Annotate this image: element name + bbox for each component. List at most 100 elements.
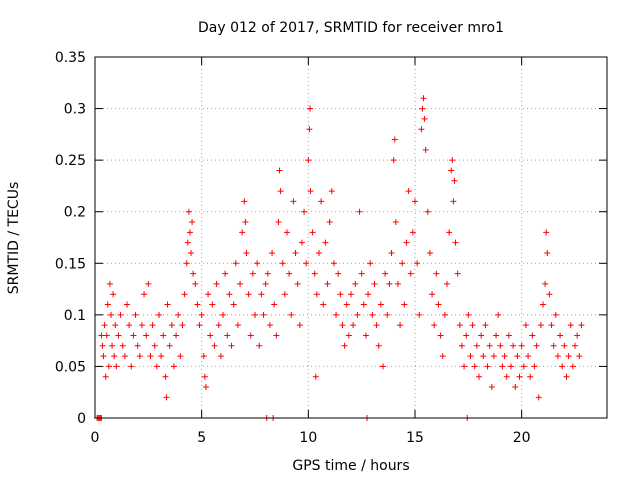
- data-point: [444, 280, 450, 287]
- data-point: [243, 249, 250, 256]
- data-point: [484, 363, 491, 370]
- data-point: [416, 311, 423, 318]
- data-point: [186, 229, 193, 236]
- data-point: [241, 198, 248, 205]
- data-point: [493, 332, 500, 339]
- data-point: [100, 353, 107, 360]
- data-point: [215, 322, 222, 329]
- data-point: [495, 311, 502, 318]
- data-point: [277, 188, 284, 195]
- data-point: [463, 332, 470, 339]
- data-point: [352, 280, 359, 287]
- data-point: [269, 249, 276, 256]
- data-point: [559, 363, 566, 370]
- data-point: [369, 311, 376, 318]
- data-point: [217, 353, 224, 360]
- data-point: [198, 311, 205, 318]
- data-point: [339, 322, 346, 329]
- data-point: [189, 219, 196, 226]
- axis-ticks: [94, 56, 607, 419]
- data-point: [569, 363, 576, 370]
- data-point: [392, 219, 399, 226]
- y-tick-label: 0.3: [64, 102, 86, 118]
- data-point: [98, 332, 105, 339]
- data-point: [446, 229, 453, 236]
- data-point: [441, 311, 448, 318]
- data-point: [362, 332, 369, 339]
- chart-title: Day 012 of 2017, SRMTID for receiver mro…: [198, 20, 504, 36]
- data-point: [354, 311, 361, 318]
- data-point: [424, 208, 431, 215]
- data-point: [288, 311, 295, 318]
- data-point: [419, 105, 426, 112]
- data-point: [490, 353, 497, 360]
- data-point: [345, 332, 352, 339]
- data-point: [147, 353, 154, 360]
- data-point: [451, 177, 458, 184]
- data-point: [476, 373, 482, 380]
- data-point: [533, 342, 540, 349]
- data-point: [318, 198, 325, 205]
- data-point: [292, 249, 299, 256]
- plot-frame: [94, 56, 608, 419]
- x-tick-label: 10: [299, 430, 317, 446]
- data-point: [437, 332, 444, 339]
- data-point: [119, 342, 126, 349]
- data-point: [200, 353, 207, 360]
- data-point: [166, 342, 173, 349]
- data-point: [486, 342, 493, 349]
- data-point: [552, 311, 559, 318]
- data-point: [431, 322, 438, 329]
- data-point: [168, 322, 175, 329]
- data-point: [409, 229, 416, 236]
- x-tick-label: 5: [197, 430, 206, 446]
- data-point: [196, 322, 203, 329]
- data-point: [465, 311, 472, 318]
- data-point: [554, 353, 561, 360]
- data-point: [356, 208, 363, 215]
- data-point: [572, 342, 578, 349]
- data-point: [228, 342, 235, 349]
- data-point: [298, 239, 305, 246]
- data-point: [333, 311, 340, 318]
- data-point: [237, 280, 244, 287]
- data-point: [414, 260, 421, 267]
- x-tick-label: 15: [406, 430, 424, 446]
- data-point: [422, 146, 429, 153]
- data-point: [407, 270, 414, 277]
- data-point: [158, 353, 165, 360]
- data-point: [335, 270, 342, 277]
- data-point: [109, 342, 116, 349]
- data-point: [382, 270, 389, 277]
- data-point: [173, 332, 180, 339]
- data-point: [326, 219, 333, 226]
- data-point: [537, 322, 544, 329]
- data-point: [101, 322, 108, 329]
- data-point: [348, 291, 354, 298]
- data-point: [508, 363, 514, 370]
- data-point: [290, 198, 297, 205]
- data-point: [546, 291, 553, 298]
- data-point: [516, 373, 523, 380]
- data-point: [375, 342, 382, 349]
- data-point: [365, 291, 372, 298]
- data-point: [313, 291, 320, 298]
- data-point: [350, 322, 357, 329]
- data-point: [505, 332, 512, 339]
- x-tick-label: 20: [513, 430, 531, 446]
- data-point: [520, 363, 527, 370]
- data-point: [471, 363, 478, 370]
- tick-labels: 0 0.05 0.1 0.15 0.2 0.25 0.3 0.35 0 5 10 15 20: [55, 50, 531, 446]
- y-tick-label: 0.1: [64, 308, 86, 324]
- data-point: [145, 280, 152, 287]
- data-point: [548, 322, 555, 329]
- data-point: [138, 322, 145, 329]
- data-point: [420, 95, 427, 102]
- data-point: [115, 332, 122, 339]
- data-point: [482, 322, 489, 329]
- data-point: [578, 322, 585, 329]
- data-point: [567, 322, 574, 329]
- data-point: [239, 229, 246, 236]
- data-point: [388, 249, 395, 256]
- data-point: [164, 301, 171, 308]
